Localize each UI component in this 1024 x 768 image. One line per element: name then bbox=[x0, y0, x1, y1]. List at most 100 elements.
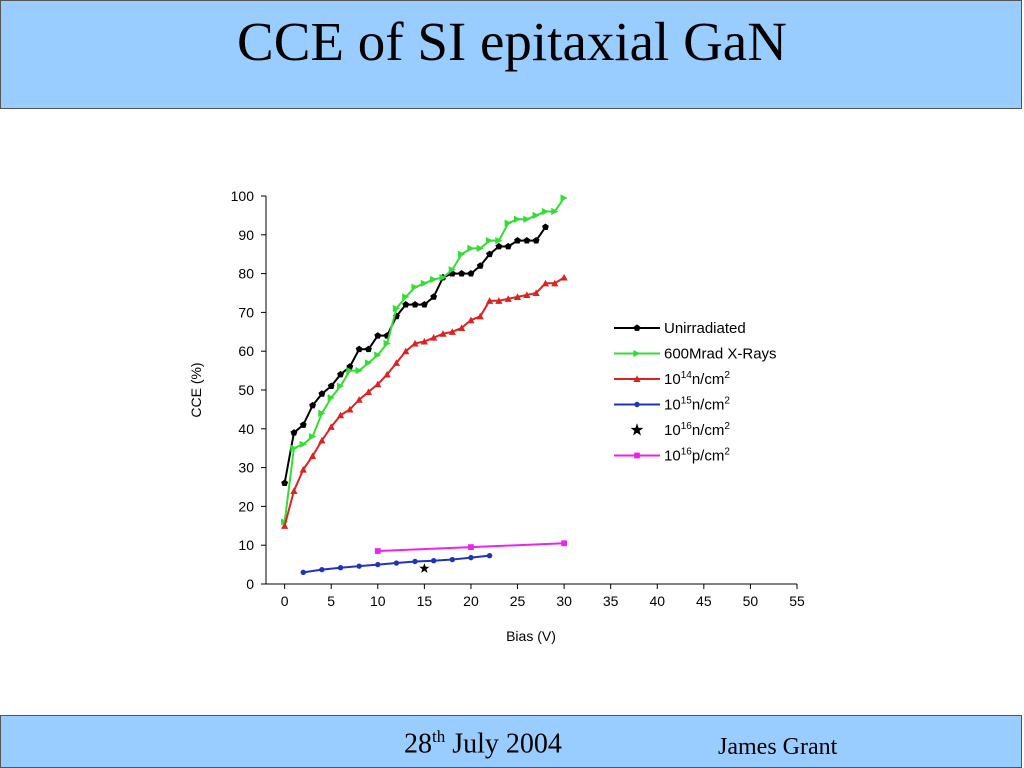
data-point bbox=[318, 436, 326, 444]
data-point bbox=[346, 367, 354, 375]
data-point bbox=[383, 339, 391, 348]
y-tick-label: 70 bbox=[238, 304, 254, 320]
data-point bbox=[541, 279, 550, 287]
data-point bbox=[504, 219, 512, 227]
legend-marker bbox=[633, 349, 641, 358]
data-point bbox=[542, 223, 549, 230]
data-point bbox=[485, 237, 494, 245]
data-point bbox=[495, 242, 503, 250]
footer-date-day: 28 bbox=[404, 728, 432, 760]
series-2 bbox=[281, 273, 568, 529]
data-point bbox=[299, 440, 307, 448]
data-point bbox=[319, 566, 325, 573]
data-point bbox=[467, 270, 475, 277]
data-point bbox=[318, 409, 326, 417]
legend-item: 1016p/cm2 bbox=[614, 447, 730, 465]
x-tick-label: 55 bbox=[789, 593, 805, 609]
data-point bbox=[551, 207, 559, 216]
data-point bbox=[458, 250, 466, 258]
data-point bbox=[523, 291, 531, 298]
legend-label: 1016n/cm2 bbox=[664, 421, 730, 439]
footer-author: James Grant bbox=[718, 734, 838, 760]
data-point bbox=[393, 560, 400, 566]
legend-label: 1015n/cm2 bbox=[664, 396, 730, 414]
footer-date: 28th July 2004 bbox=[404, 727, 562, 760]
x-tick-label: 15 bbox=[417, 593, 433, 609]
series-3 bbox=[300, 552, 493, 576]
x-tick-label: 35 bbox=[603, 593, 619, 609]
chart-legend: Unirradiated 600Mrad X-Rays 1014n/cm2 1015n… bbox=[614, 320, 777, 465]
data-point bbox=[374, 380, 382, 388]
data-point bbox=[420, 301, 428, 308]
footer-date-suffix: th bbox=[432, 727, 446, 746]
series-line bbox=[283, 226, 547, 484]
y-tick-label: 80 bbox=[238, 266, 254, 282]
data-point bbox=[430, 293, 438, 300]
data-point bbox=[504, 295, 512, 302]
data-point bbox=[513, 293, 522, 300]
legend-item: 600Mrad X-Rays bbox=[614, 346, 777, 363]
data-point bbox=[300, 569, 306, 576]
legend-item: 1014n/cm2 bbox=[614, 370, 730, 388]
data-point bbox=[532, 237, 540, 244]
x-tick-label: 5 bbox=[327, 593, 335, 609]
legend-item: 1016n/cm2 bbox=[630, 421, 730, 439]
data-point bbox=[355, 367, 363, 375]
data-point bbox=[420, 279, 428, 287]
data-point bbox=[327, 423, 335, 430]
data-point bbox=[560, 194, 568, 202]
y-tick-label: 90 bbox=[238, 227, 254, 243]
data-point bbox=[430, 275, 438, 284]
data-point bbox=[468, 544, 474, 551]
data-point bbox=[551, 279, 559, 287]
data-point bbox=[448, 328, 456, 335]
series-5 bbox=[374, 540, 567, 554]
data-point bbox=[523, 215, 531, 223]
data-point bbox=[458, 324, 466, 331]
data-point bbox=[561, 540, 567, 547]
x-tick-label: 10 bbox=[370, 593, 386, 609]
data-point bbox=[299, 465, 307, 473]
x-axis-label: Bias (V) bbox=[506, 628, 556, 644]
data-point bbox=[308, 452, 317, 460]
data-point bbox=[476, 312, 484, 320]
x-tick-label: 0 bbox=[281, 593, 289, 609]
x-tick-label: 45 bbox=[696, 593, 712, 609]
data-point bbox=[336, 411, 345, 419]
data-point bbox=[495, 237, 503, 245]
data-point bbox=[523, 237, 531, 244]
y-tick-label: 10 bbox=[238, 537, 254, 553]
data-point bbox=[290, 487, 298, 494]
legend-label: 600Mrad X-Rays bbox=[664, 346, 777, 363]
legend-item: Unirradiated bbox=[614, 320, 746, 337]
data-point bbox=[364, 388, 373, 395]
footer-bar bbox=[0, 715, 1022, 768]
data-point bbox=[449, 556, 456, 563]
data-point bbox=[327, 382, 335, 390]
x-tick-label: 50 bbox=[743, 593, 759, 609]
x-tick-label: 40 bbox=[649, 593, 665, 609]
legend-marker bbox=[634, 401, 640, 408]
data-point bbox=[513, 215, 522, 223]
data-point bbox=[299, 421, 307, 428]
chart-axes: 0 5 10 15 20 25 30 35 40 45 50 55 0 10 20 30 40 50 60 70 80 9… bbox=[188, 188, 805, 644]
series-1 bbox=[281, 194, 568, 526]
data-point bbox=[346, 405, 354, 413]
data-point bbox=[402, 301, 410, 308]
data-point bbox=[420, 337, 428, 345]
slide-title: CCE of SI epitaxial GaN bbox=[237, 11, 787, 72]
data-point bbox=[355, 345, 363, 353]
data-point bbox=[411, 301, 419, 308]
data-point bbox=[411, 339, 419, 347]
title-bar bbox=[0, 0, 1022, 109]
data-point bbox=[439, 330, 447, 337]
footer-date-rest: July 2004 bbox=[445, 728, 562, 760]
legend-label: Unirradiated bbox=[664, 320, 746, 337]
data-point bbox=[532, 289, 540, 297]
data-point bbox=[411, 283, 419, 291]
legend-item: 1015n/cm2 bbox=[614, 396, 730, 414]
data-point bbox=[541, 207, 550, 216]
data-point bbox=[430, 334, 438, 341]
data-point bbox=[468, 554, 474, 561]
